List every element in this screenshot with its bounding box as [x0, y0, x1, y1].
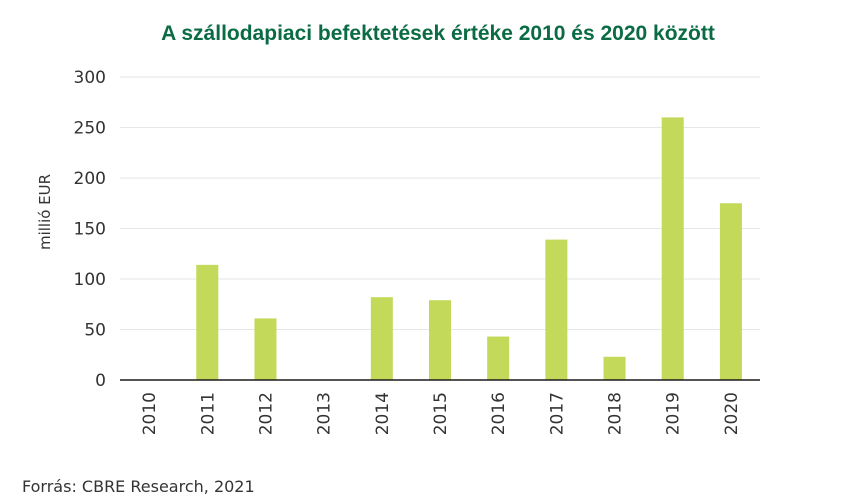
- bar-2015: [429, 300, 451, 380]
- x-tick-label: 2016: [489, 392, 509, 435]
- y-tick-label: 50: [84, 321, 106, 341]
- bars: [196, 117, 742, 381]
- bar-2018: [603, 356, 626, 380]
- bar-2017: [545, 239, 568, 380]
- y-tick-label: 150: [74, 220, 106, 240]
- x-tick-label: 2015: [431, 392, 451, 435]
- x-tick-label: 2011: [198, 392, 218, 435]
- y-tick-label: 100: [74, 270, 106, 290]
- bar-2014: [370, 297, 393, 380]
- x-tick-label: 2014: [373, 392, 393, 435]
- x-tick-label: 2018: [606, 392, 626, 435]
- bar-2020: [719, 203, 742, 380]
- x-tick-label: 2013: [315, 392, 335, 435]
- chart-title: A szállodapiaci befektetések értéke 2010…: [161, 22, 715, 45]
- y-tick-labels: 0 50 100 150 200 250 300: [74, 68, 106, 391]
- x-tick-labels: 2010 2011 2012 2013 2014 2015 2016 2017 2018 2019…: [140, 392, 742, 435]
- source-note: Forrás: CBRE Research, 2021: [22, 477, 255, 496]
- y-tick-label: 0: [95, 371, 106, 391]
- x-tick-label: 2012: [256, 392, 276, 435]
- y-axis-label: millió EUR: [36, 174, 54, 250]
- x-tick-label: 2010: [140, 392, 160, 435]
- x-tick-label: 2017: [547, 392, 567, 435]
- bar-2016: [487, 336, 510, 380]
- bar-2011: [196, 264, 219, 380]
- x-tick-label: 2020: [722, 392, 742, 435]
- y-tick-label: 300: [74, 68, 106, 88]
- y-tick-label: 250: [74, 119, 106, 139]
- bar-2012: [254, 318, 277, 380]
- grid-lines: [120, 76, 760, 330]
- x-tick-label: 2019: [664, 392, 684, 435]
- bar-2019: [661, 117, 684, 381]
- y-tick-label: 200: [74, 169, 106, 189]
